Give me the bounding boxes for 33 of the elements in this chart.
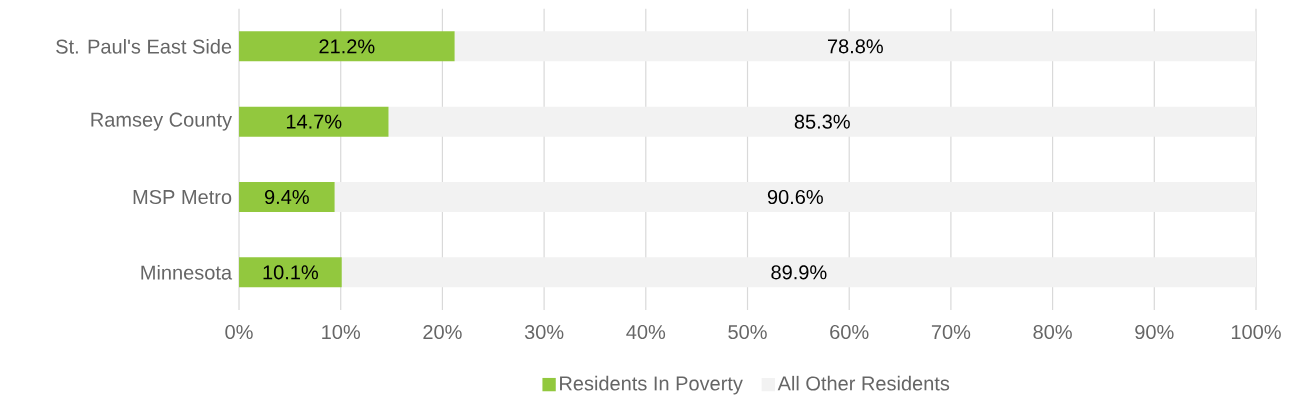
x-tick-label: 100% [1231,324,1281,340]
bar [341,257,1256,288]
bar [239,182,335,212]
bar [239,31,455,62]
bar [239,106,389,137]
y-tick-label: MSP Metro [133,189,232,205]
data-label: 14.7% [286,114,342,129]
legend-label: All Other Residents [777,375,950,391]
data-label: 85.3% [794,114,850,129]
x-tick-label: 20% [423,324,462,340]
x-tick-label: 10% [322,324,360,340]
x-tick-label: 0% [225,324,253,340]
legend-label: Residents In Poverty [560,375,743,395]
bar [239,257,342,288]
y-tick-label: Ramsey County [91,112,232,131]
x-tick-label: 40% [626,324,666,340]
bar [334,182,1256,212]
data-label: 90.6% [767,189,823,205]
y-tick-label: St. Paul's East Side [56,38,232,54]
data-label: 78.8% [827,39,883,54]
x-tick-label: 90% [1135,324,1174,340]
x-tick-label: 70% [931,324,971,340]
x-tick-label: 50% [728,324,767,340]
bar [454,31,1256,62]
data-label: 89.9% [771,265,827,280]
bar [388,106,1256,137]
x-tick-label: 60% [830,324,869,340]
x-tick-label: 80% [1033,324,1072,340]
y-tick-label: Minnesota [141,264,233,280]
data-label: 9.4% [264,189,309,205]
data-label: 21.2% [319,39,375,54]
x-tick-label: 30% [524,324,564,340]
data-label: 10.1% [263,265,318,280]
